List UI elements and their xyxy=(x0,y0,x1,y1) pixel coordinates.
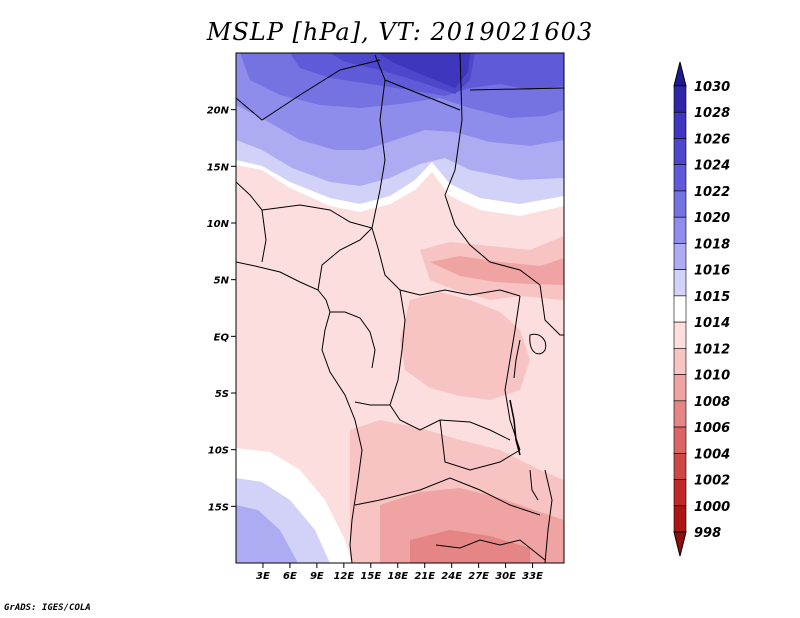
colorbar-level-label: 1016 xyxy=(694,264,730,279)
colorbar-level-label: 1008 xyxy=(694,395,730,410)
colorbar-box xyxy=(673,243,687,270)
lon-tick-label: 18E xyxy=(387,571,408,582)
country-borders xyxy=(236,53,564,563)
colorbar-box xyxy=(673,295,687,323)
lon-tick-label: 12E xyxy=(333,571,354,582)
colorbar-box xyxy=(673,426,687,454)
colorbar-level-label: 1004 xyxy=(694,447,730,462)
colorbar-level-label: 1022 xyxy=(694,185,730,200)
longitude-axis: 3E 6E 9E 12E 15E 18E 21E 24E 27E 30E 33E xyxy=(256,563,543,582)
colorbar-box xyxy=(673,479,687,507)
colorbar-level-label: 1012 xyxy=(694,342,730,357)
map-frame xyxy=(235,52,565,564)
lon-tick-label: 9E xyxy=(310,571,324,582)
colorbar-level-label: 1018 xyxy=(694,237,730,252)
colorbar-level-label: 1002 xyxy=(694,474,730,489)
colorbar-level-label: 1015 xyxy=(694,290,730,305)
colorbar-box xyxy=(673,138,687,166)
lat-tick-label: 5S xyxy=(215,389,229,400)
colorbar-level-label: 998 xyxy=(694,526,721,541)
lon-tick-label: 15E xyxy=(360,571,381,582)
lat-tick-label: 20N xyxy=(207,106,230,117)
colorbar-box xyxy=(673,190,687,218)
colorbar: 1030 1028 1026 1024 1022 1020 1018 1016 1015 1014… xyxy=(673,61,730,557)
colorbar-level-label: 1000 xyxy=(694,500,730,515)
lon-tick-label: 24E xyxy=(441,571,462,582)
colorbar-level-label: 1010 xyxy=(694,369,730,384)
colorbar-level-label: 1026 xyxy=(694,132,730,147)
lat-tick-label: EQ xyxy=(214,332,230,343)
colorbar-box xyxy=(673,216,687,244)
colorbar-level-label: 1024 xyxy=(694,159,730,174)
lat-tick-label: 15N xyxy=(207,162,230,173)
lon-tick-label: 27E xyxy=(468,571,489,582)
colorbar-box xyxy=(673,164,687,192)
lat-tick-label: 15S xyxy=(208,502,229,513)
colorbar-level-label: 1028 xyxy=(694,106,730,121)
lon-tick-label: 33E xyxy=(522,571,543,582)
lon-tick-label: 21E xyxy=(414,571,435,582)
colorbar-box xyxy=(673,348,687,375)
lat-tick-label: 5N xyxy=(214,276,230,287)
map-title: MSLP [hPa], VT: 2019021603 xyxy=(206,18,594,46)
lon-tick-label: 30E xyxy=(495,571,516,582)
colorbar-box xyxy=(673,374,687,402)
colorbar-box xyxy=(673,452,687,480)
colorbar-level-label: 1014 xyxy=(694,316,730,331)
colorbar-level-label: 1020 xyxy=(694,211,730,226)
lat-tick-label: 10S xyxy=(208,446,229,457)
lon-tick-label: 6E xyxy=(283,571,297,582)
colorbar-level-label: 1030 xyxy=(694,80,730,95)
lon-tick-label: 3E xyxy=(256,571,270,582)
mslp-shaded-field xyxy=(236,53,564,563)
lat-tick-label: 10N xyxy=(207,219,230,230)
colorbar-box xyxy=(673,111,687,139)
grads-credit: GrADS: IGES/COLA xyxy=(4,603,91,613)
colorbar-box xyxy=(673,505,687,533)
colorbar-box xyxy=(673,85,687,113)
colorbar-box xyxy=(673,269,687,297)
colorbar-top-triangle xyxy=(673,61,687,87)
latitude-axis: 20N 15N 10N 5N EQ 5S 10S 15S xyxy=(207,106,236,513)
colorbar-level-label: 1006 xyxy=(694,421,730,436)
colorbar-bottom-triangle xyxy=(673,531,687,557)
colorbar-box xyxy=(673,400,687,428)
colorbar-box xyxy=(673,321,687,349)
